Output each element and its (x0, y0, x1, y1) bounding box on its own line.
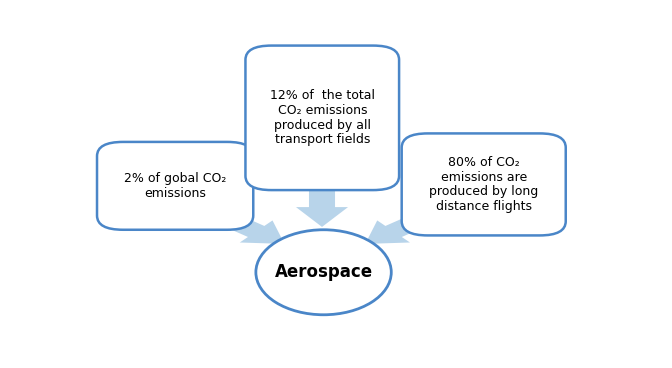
Polygon shape (208, 209, 284, 244)
Text: Aerospace: Aerospace (274, 263, 373, 281)
Polygon shape (296, 186, 348, 227)
FancyBboxPatch shape (402, 134, 566, 236)
FancyBboxPatch shape (97, 142, 253, 230)
Text: 2% of gobal CO₂: 2% of gobal CO₂ (124, 172, 226, 185)
Text: distance flights: distance flights (435, 200, 532, 213)
Text: transport fields: transport fields (275, 134, 370, 146)
Text: produced by all: produced by all (274, 119, 371, 132)
Text: CO₂ emissions: CO₂ emissions (278, 104, 367, 117)
Text: emissions are: emissions are (441, 170, 527, 184)
Text: emissions: emissions (144, 187, 206, 200)
Polygon shape (366, 209, 441, 244)
FancyBboxPatch shape (245, 46, 399, 190)
Text: 80% of CO₂: 80% of CO₂ (448, 156, 519, 169)
Text: produced by long: produced by long (429, 185, 538, 198)
Text: 12% of  the total: 12% of the total (269, 89, 375, 102)
Ellipse shape (256, 230, 391, 315)
